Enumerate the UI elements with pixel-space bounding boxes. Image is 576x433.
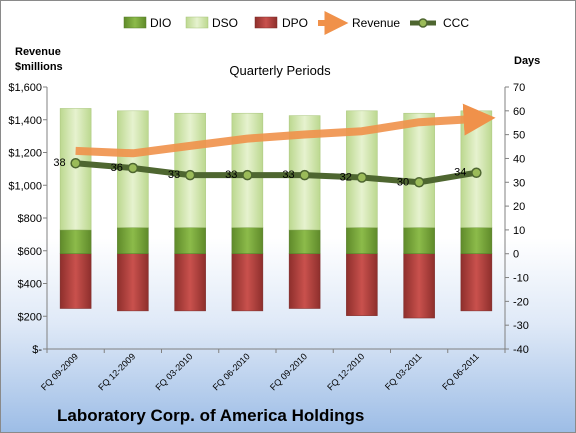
bar-dio: [403, 227, 435, 254]
right-tick-label: 60: [513, 106, 525, 118]
bar-dpo: [231, 253, 264, 312]
x-tick-label: FQ 12-2010: [325, 351, 366, 392]
bar-dio: [59, 229, 92, 254]
right-tick-label: 70: [513, 82, 525, 94]
bar-dpo: [460, 253, 493, 312]
bar-dio: [117, 227, 149, 254]
bar-dio: [231, 227, 264, 254]
ccc-line: [72, 160, 480, 186]
legend-label-dso: DSO: [212, 16, 238, 30]
right-tick-label: -30: [513, 320, 529, 332]
left-tick-label: $200: [18, 311, 42, 323]
right-tick-label: 20: [513, 201, 525, 213]
ccc-data-label: 32: [340, 172, 352, 184]
ccc-data-label: 30: [397, 176, 409, 188]
ccc-point: [127, 162, 139, 174]
left-axis-title: Revenue: [15, 46, 61, 58]
legend-swatch-dpo: [254, 16, 278, 29]
ccc-point: [471, 167, 482, 178]
right-tick-label: -40: [513, 344, 529, 356]
x-tick-label: FQ 03-2010: [154, 351, 195, 392]
bar-dpo: [403, 253, 435, 319]
ccc-point: [242, 169, 253, 181]
ccc-point: [70, 157, 81, 169]
left-tick-label: $600: [18, 246, 42, 258]
bar-dio: [460, 227, 493, 254]
right-tick-label: 50: [513, 130, 525, 142]
bar-dpo: [288, 253, 321, 309]
revenue-line: [75, 103, 496, 158]
ccc-data-label: 38: [53, 157, 65, 169]
legend-label-dpo: DPO: [282, 16, 308, 30]
right-tick-label: 0: [513, 249, 519, 261]
bar-dio: [288, 229, 321, 254]
ccc-data-label: 36: [111, 162, 123, 174]
right-tick-label: -20: [513, 296, 529, 308]
left-tick-label: $1,600: [8, 82, 42, 94]
left-tick-label: $1,000: [8, 180, 42, 192]
bar-dio: [346, 227, 378, 254]
ccc-point: [356, 172, 368, 183]
left-tick-label: $-: [32, 344, 42, 356]
ccc-data-label: 33: [282, 169, 294, 181]
left-tick-label: $1,400: [8, 115, 42, 127]
left-axis-title: $millions: [15, 61, 63, 73]
bar-dso: [59, 108, 92, 231]
legend-label-revenue: Revenue: [352, 16, 400, 30]
left-tick-label: $800: [18, 213, 42, 225]
bar-dso: [403, 112, 435, 228]
ccc-point: [413, 177, 425, 188]
bar-dpo: [117, 253, 149, 312]
right-tick-label: 40: [513, 153, 525, 165]
x-tick-label: FQ 06-2011: [440, 351, 481, 392]
right-tick-label: 30: [513, 177, 525, 189]
legend-swatch-dio: [123, 16, 147, 29]
legend-swatch-dso: [185, 16, 209, 29]
legend-marker-ccc: [418, 18, 428, 28]
x-tick-label: FQ 09-2009: [39, 351, 80, 392]
legend-label-ccc: CCC: [443, 16, 469, 30]
right-tick-label: -10: [513, 273, 529, 285]
right-tick-label: 10: [513, 225, 525, 237]
right-axis-title: Days: [514, 55, 540, 67]
ccc-point: [184, 169, 196, 181]
ccc-data-label: 34: [454, 167, 466, 179]
x-tick-label: FQ 12-2009: [96, 351, 137, 392]
x-tick-label: FQ 09-2010: [268, 351, 309, 392]
x-tick-label: FQ 03-2011: [383, 351, 424, 392]
bar-dpo: [346, 253, 378, 316]
ccc-data-label: 33: [168, 169, 180, 181]
bar-dpo: [174, 253, 206, 312]
legend-label-dio: DIO: [150, 16, 171, 30]
left-tick-label: $400: [18, 279, 42, 291]
x-tick-label: FQ 06-2010: [211, 351, 252, 392]
bar-dio: [174, 227, 206, 254]
chart-title: Quarterly Periods: [229, 63, 331, 78]
left-tick-label: $1,200: [8, 148, 42, 160]
company-name: Laboratory Corp. of America Holdings: [57, 406, 364, 425]
ccc-data-label: 33: [225, 169, 237, 181]
ccc-point: [299, 169, 310, 181]
bar-dpo: [59, 253, 92, 309]
